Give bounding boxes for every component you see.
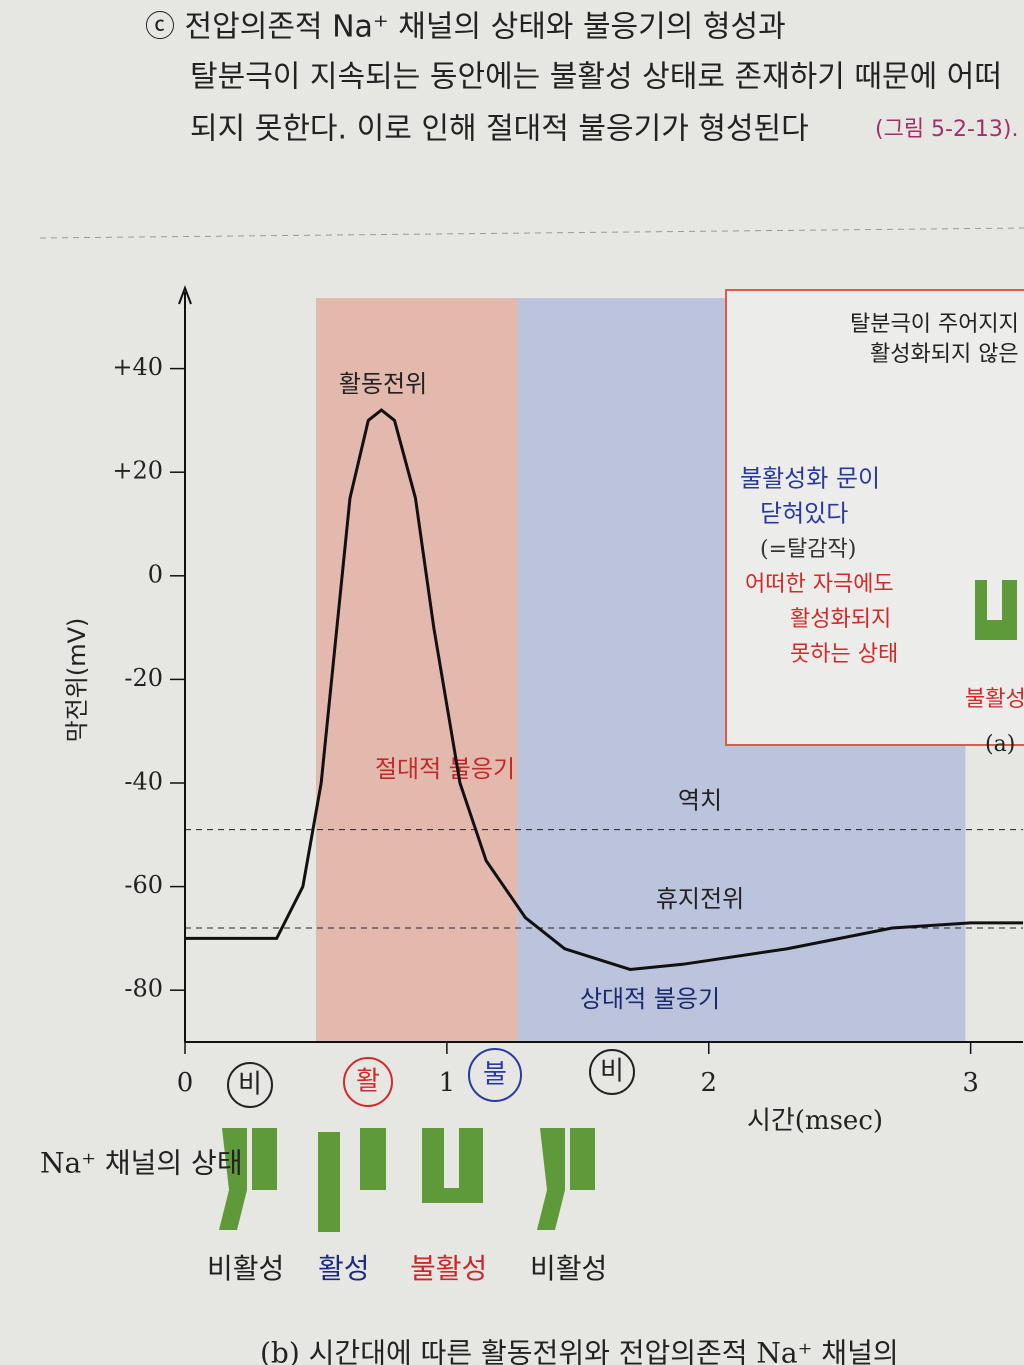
mark-circle xyxy=(468,1048,522,1102)
mark: 활 xyxy=(356,1067,380,1097)
reference-label: 휴지전위 xyxy=(656,885,744,913)
membrane-potential-line xyxy=(185,408,1023,972)
mark: 불 xyxy=(483,1060,507,1090)
state: 비활성 xyxy=(530,1252,607,1285)
note: 닫혀있다 xyxy=(760,500,848,528)
channel-icon xyxy=(537,1128,595,1230)
y-tick-label: -20 xyxy=(124,664,163,692)
figure-ref: (그림 5-2-13). xyxy=(875,117,1019,142)
note: (=탈감작) xyxy=(760,537,856,562)
state: 활성 xyxy=(318,1252,370,1285)
x-axis-label: 시간(msec) xyxy=(747,1106,883,1136)
inset-line: 활성화되지 않은 xyxy=(870,342,1019,367)
y-tick-label: 0 xyxy=(148,560,163,588)
channel-icon xyxy=(975,580,1017,640)
x-tick-label: 2 xyxy=(700,1068,717,1098)
handwritten-marks: 비 활 불 비 xyxy=(227,1048,635,1108)
mark-circle xyxy=(343,1057,393,1107)
text-line: ⓒ 전압의존적 Na⁺ 채널의 상태와 불응기의 형성과 xyxy=(145,10,786,45)
mark: 비 xyxy=(238,1070,262,1100)
inset: 탈분극이 주어지지 활성화되지 않은 불활성화 문이 닫혀있다 (=탈감작) 어… xyxy=(740,312,1024,757)
inset-box xyxy=(725,289,1024,746)
reference-label: 역치 xyxy=(678,787,722,815)
mark: 비 xyxy=(600,1057,624,1087)
region-label: 상대적 불응기 xyxy=(580,985,720,1013)
y-tick-label: -80 xyxy=(124,975,163,1003)
x-tick-label: 3 xyxy=(962,1068,979,1098)
x-tick-label: 1 xyxy=(439,1068,456,1098)
body-text: ⓒ 전압의존적 Na⁺ 채널의 상태와 불응기의 형성과 탈분극이 지속되는 동… xyxy=(145,10,1019,147)
state: 비활성 xyxy=(207,1252,284,1285)
channel-icons xyxy=(219,1128,595,1232)
channel-icon xyxy=(318,1128,386,1232)
channel-icon xyxy=(219,1128,277,1230)
y-axis-label: 막전위(mV) xyxy=(63,618,91,743)
inset-line: 탈분극이 주어지지 xyxy=(850,312,1019,337)
note: 못하는 상태 xyxy=(790,642,898,667)
inset-state: 불활성 xyxy=(965,687,1024,712)
note: 어떠한 자극에도 xyxy=(745,572,894,597)
channel-states: Na⁺ 채널의 상태 비활성 활성 불활성 비활성 xyxy=(40,1147,607,1286)
y-tick-label: +40 xyxy=(112,353,163,381)
y-tick-label: -60 xyxy=(124,871,163,899)
caption: (b) 시간대에 따른 활동전위와 전압의존적 Na⁺ 채널의 xyxy=(260,1337,899,1365)
note: 활성화되지 xyxy=(790,607,891,632)
x-tick-label: 0 xyxy=(177,1068,194,1098)
y-tick-label: -40 xyxy=(124,768,163,796)
text-line: 되지 못한다. 이로 인해 절대적 불응기가 형성된다 xyxy=(190,112,809,147)
channel-label: Na⁺ 채널의 상태 xyxy=(40,1147,243,1180)
mark-circle xyxy=(227,1062,273,1108)
region-label: 절대적 불응기 xyxy=(375,755,515,783)
note: 불활성화 문이 xyxy=(740,465,880,493)
state: 불활성 xyxy=(410,1252,487,1285)
channel-icon xyxy=(422,1128,483,1203)
y-tick-label: +20 xyxy=(112,457,163,485)
y-axis-arrow xyxy=(178,285,192,305)
text-line: 탈분극이 지속되는 동안에는 불활성 상태로 존재하기 때문에 어떠 xyxy=(190,60,1002,95)
region xyxy=(315,298,518,1042)
inset-label: (a) xyxy=(985,732,1015,757)
mark-circle xyxy=(589,1049,635,1095)
peak-label: 활동전위 xyxy=(339,370,427,398)
